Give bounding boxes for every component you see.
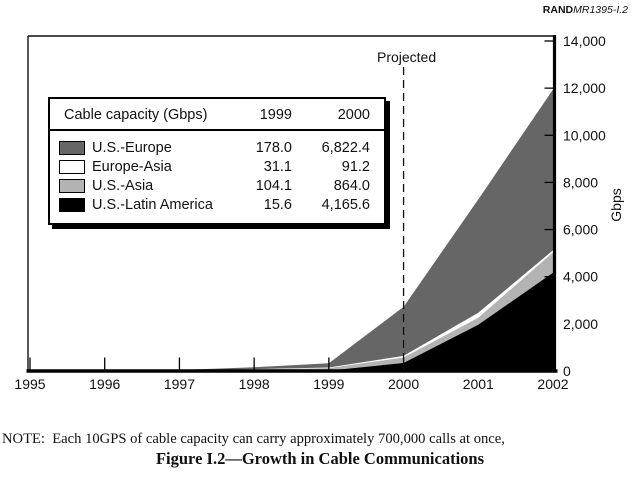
legend-row-label: U.S.-Europe — [92, 139, 172, 156]
x-tick-label: 1997 — [164, 376, 195, 392]
figure-caption: Figure I.2—Growth in Cable Communication… — [155, 449, 485, 468]
area-u-s-latin-america — [30, 272, 553, 371]
y-tick-label: 14,000 — [563, 33, 606, 49]
legend-header: Cable capacity (Gbps) 1999 2000 — [50, 99, 384, 129]
legend-table: Cable capacity (Gbps) 1999 2000 U.S.-Eur… — [48, 97, 386, 225]
x-tick-label: 1995 — [14, 376, 45, 392]
legend-value-2000: 4,165.6 — [321, 196, 370, 213]
publisher-logo: RAND — [542, 4, 574, 16]
x-tick-label: 2000 — [388, 376, 419, 392]
legend-row: U.S.-Asia 104.1 864.0 — [59, 176, 370, 195]
y-tick-label: 12,000 — [563, 80, 606, 96]
legend-header-col-1999: 1999 — [259, 107, 292, 123]
report-id: RANDMR1395-I.2 — [543, 4, 628, 16]
legend-row-label: Europe-Asia — [92, 158, 172, 175]
legend-row: U.S.-Latin America 15.6 4,165.6 — [59, 195, 370, 214]
y-tick-label: 0 — [563, 363, 571, 379]
legend-row-label: U.S.-Latin America — [92, 196, 213, 213]
y-tick-label: 4,000 — [563, 269, 598, 285]
x-tick-label: 1998 — [239, 376, 270, 392]
legend-row: U.S.-Europe 178.0 6,822.4 — [59, 138, 370, 157]
projected-label: Projected — [377, 49, 436, 65]
legend-value-1999: 104.1 — [255, 177, 292, 194]
x-tick-label: 1996 — [89, 376, 120, 392]
note-line-1: NOTE: Each 10GPS of cable capacity can c… — [2, 431, 505, 447]
legend-header-label: Cable capacity (Gbps) — [64, 107, 208, 123]
legend-separator — [50, 129, 384, 131]
legend-value-1999: 178.0 — [255, 139, 292, 156]
y-axis-title: Gbps — [608, 188, 624, 221]
legend-row-label: U.S.-Asia — [92, 177, 154, 194]
y-tick-label: 2,000 — [563, 316, 598, 332]
note-text: NOTE: Each 10GPS of cable capacity can c… — [2, 398, 638, 480]
legend-row: Europe-Asia 31.1 91.2 — [59, 157, 370, 176]
legend-rows: U.S.-Europe 178.0 6,822.4 Europe-Asia 31… — [50, 131, 384, 223]
x-tick-label: 1999 — [313, 376, 344, 392]
y-tick-label: 6,000 — [563, 222, 598, 238]
legend-value-2000: 864.0 — [333, 177, 370, 194]
us-latin-america-swatch-icon — [59, 197, 85, 212]
y-tick-label: 8,000 — [563, 174, 598, 190]
legend-header-col-2000: 2000 — [337, 107, 370, 123]
x-tick-label: 2002 — [537, 376, 568, 392]
us-asia-swatch-icon — [59, 178, 85, 193]
area-u-s-europe — [30, 89, 553, 371]
legend-value-1999: 31.1 — [263, 158, 292, 175]
europe-asia-swatch-icon — [59, 159, 85, 174]
x-tick-label: 2001 — [463, 376, 494, 392]
y-tick-label: 10,000 — [563, 127, 606, 143]
us-europe-swatch-icon — [59, 140, 85, 155]
legend-value-2000: 6,822.4 — [321, 139, 370, 156]
document-number: MR1395-I.2 — [573, 4, 628, 16]
legend-value-1999: 15.6 — [263, 196, 292, 213]
legend-value-2000: 91.2 — [341, 158, 370, 175]
chart-areas — [30, 89, 553, 371]
